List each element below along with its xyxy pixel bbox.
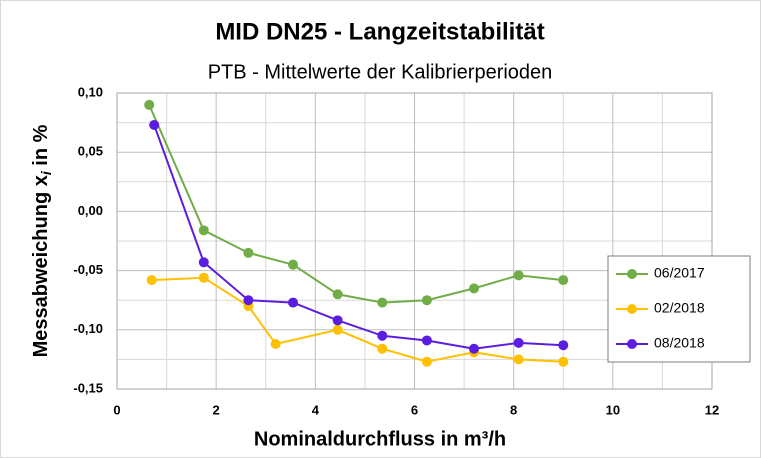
y-axis-label: Messabweichung xi in % xyxy=(30,124,53,357)
plot-frame xyxy=(116,92,713,390)
data-point xyxy=(469,343,479,354)
data-point xyxy=(198,272,209,283)
legend-marker xyxy=(627,304,637,314)
data-point xyxy=(377,297,388,308)
chart-subtitle: PTB - Mittelwerte der Kalibrierperioden xyxy=(208,61,553,83)
legend-label: 06/2017 xyxy=(654,265,705,281)
x-tick-label: 0 xyxy=(113,402,120,417)
legend-label: 08/2018 xyxy=(654,335,705,351)
x-tick-label: 12 xyxy=(705,402,719,417)
data-point xyxy=(377,343,388,354)
data-point xyxy=(270,339,281,350)
data-point xyxy=(513,354,524,365)
y-axis-label-main: Messabweichung x xyxy=(30,175,52,357)
data-point xyxy=(332,324,343,335)
series-line xyxy=(151,276,564,363)
data-point xyxy=(332,289,343,300)
data-point xyxy=(558,340,569,351)
y-axis-label-sub: i xyxy=(38,170,54,175)
y-tick-label: -0,05 xyxy=(73,262,103,277)
x-tick-label: 8 xyxy=(510,402,517,417)
data-point xyxy=(513,270,524,281)
y-tick-label: 0,00 xyxy=(78,203,103,218)
x-tick-label: 10 xyxy=(606,402,620,417)
data-point xyxy=(243,295,254,306)
x-axis-label: Nominaldurchfluss in m³/h xyxy=(254,428,506,450)
chart-title: MID DN25 - Langzeitstabilität xyxy=(215,18,544,45)
data-point xyxy=(513,337,524,348)
data-point xyxy=(144,99,155,110)
legend-marker xyxy=(627,269,637,279)
data-point xyxy=(469,283,479,294)
data-point xyxy=(377,330,388,341)
series-line xyxy=(148,104,564,304)
data-point xyxy=(421,295,432,306)
data-point xyxy=(288,259,299,270)
y-tick-label: -0,10 xyxy=(73,321,103,336)
x-tick-label: 4 xyxy=(312,402,320,417)
data-point xyxy=(198,225,209,236)
x-tick-label: 6 xyxy=(411,402,418,417)
data-point xyxy=(421,356,432,367)
data-point xyxy=(243,247,254,258)
data-point xyxy=(198,257,209,268)
data-point xyxy=(332,315,343,326)
data-point xyxy=(558,356,569,367)
y-tick-label: -0,15 xyxy=(73,380,103,395)
data-point xyxy=(146,275,157,286)
y-tick-label: 0,10 xyxy=(78,84,103,99)
legend-label: 02/2018 xyxy=(654,300,705,316)
y-tick-label: 0,05 xyxy=(78,144,103,159)
data-point xyxy=(149,119,160,130)
series-line xyxy=(153,124,564,350)
x-tick-label: 2 xyxy=(213,402,220,417)
legend-marker xyxy=(627,339,637,349)
data-point xyxy=(421,335,432,346)
data-point xyxy=(558,275,569,286)
y-axis-label-end: in % xyxy=(30,124,52,171)
data-point xyxy=(288,297,299,308)
